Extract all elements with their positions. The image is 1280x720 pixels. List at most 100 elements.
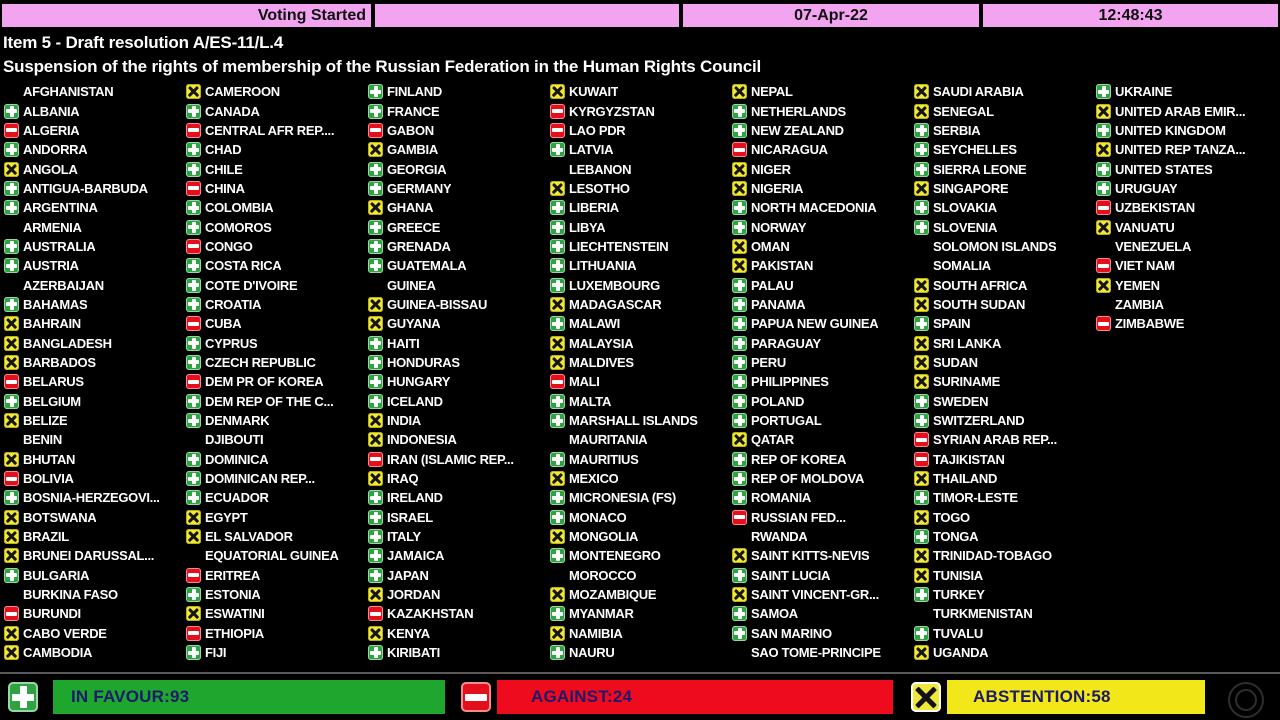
- country-name: LUXEMBOURG: [569, 277, 660, 293]
- vote-none-placeholder: [914, 258, 929, 273]
- vote-in-favour-icon: [550, 548, 565, 564]
- country-name: KENYA: [387, 625, 430, 641]
- vote-none-placeholder: [4, 432, 19, 447]
- country-name: ZIMBABWE: [1115, 316, 1185, 332]
- country-name: CAMBODIA: [23, 645, 93, 661]
- country-column-7: UKRAINE UNITED ARAB EMIR... UNITED KINGDOM…: [1096, 82, 1278, 662]
- country-row: BOLIVIA: [4, 469, 186, 488]
- country-row: GHANA: [368, 198, 550, 217]
- vote-in-favour-icon: [732, 200, 747, 216]
- vote-against-icon: [186, 374, 201, 390]
- vote-abstention-icon: [732, 587, 747, 603]
- country-name: GERMANY: [387, 180, 452, 196]
- vote-against-icon: [550, 122, 565, 138]
- country-row: TURKMENISTAN: [914, 604, 1096, 623]
- country-row: BARBADOS: [4, 353, 186, 372]
- country-row: FINLAND: [368, 82, 550, 101]
- country-name: MALI: [569, 374, 600, 390]
- country-row: UGANDA: [914, 643, 1096, 662]
- country-name: PERU: [751, 354, 786, 370]
- country-name: TOGO: [933, 509, 970, 525]
- vote-abstention-icon: [4, 645, 19, 661]
- country-row: IRAN (ISLAMIC REP...: [368, 450, 550, 469]
- vote-in-favour-icon: [550, 393, 565, 409]
- country-row: BULGARIA: [4, 566, 186, 585]
- vote-abstention-icon: [914, 103, 929, 119]
- vote-in-favour-icon: [914, 219, 929, 235]
- country-name: CANADA: [205, 103, 260, 119]
- country-row: SAUDI ARABIA: [914, 82, 1096, 101]
- vote-in-favour-icon: [4, 393, 19, 409]
- country-name: HUNGARY: [387, 374, 451, 390]
- country-name: BELGIUM: [23, 393, 81, 409]
- country-row: DEM PR OF KOREA: [186, 372, 368, 391]
- country-row: PAKISTAN: [732, 256, 914, 275]
- country-row: NORWAY: [732, 217, 914, 236]
- vote-in-favour-icon: [368, 219, 383, 235]
- vote-abstention-icon: [550, 180, 565, 196]
- country-name: UNITED ARAB EMIR...: [1115, 103, 1246, 119]
- country-row: SWEDEN: [914, 392, 1096, 411]
- country-row: LIECHTENSTEIN: [550, 237, 732, 256]
- country-name: BOTSWANA: [23, 509, 97, 525]
- country-row: PANAMA: [732, 295, 914, 314]
- country-name: SWITZERLAND: [933, 413, 1025, 429]
- vote-abstention-icon: [914, 645, 929, 661]
- vote-none-placeholder: [368, 278, 383, 293]
- country-name: ITALY: [387, 529, 421, 545]
- country-name: UGANDA: [933, 645, 989, 661]
- country-name: ARGENTINA: [23, 200, 98, 216]
- country-name: PALAU: [751, 277, 794, 293]
- country-row: BOTSWANA: [4, 508, 186, 527]
- country-row: GUINEA-BISSAU: [368, 295, 550, 314]
- country-name: LESOTHO: [569, 180, 630, 196]
- country-name: UZBEKISTAN: [1115, 200, 1195, 216]
- country-row: LAO PDR: [550, 121, 732, 140]
- country-row: SLOVENIA: [914, 217, 1096, 236]
- vote-abstention-icon: [914, 509, 929, 525]
- country-name: LEBANON: [569, 161, 632, 177]
- vote-abstention-icon: [368, 296, 383, 312]
- country-row: RWANDA: [732, 527, 914, 546]
- country-row: BHUTAN: [4, 450, 186, 469]
- vote-in-favour-icon: [732, 606, 747, 622]
- vote-abstention-icon: [1096, 142, 1111, 158]
- vote-in-favour-icon: [186, 200, 201, 216]
- country-row: BENIN: [4, 430, 186, 449]
- vote-in-favour-icon: [4, 258, 19, 274]
- country-row: CANADA: [186, 101, 368, 120]
- country-row: HUNGARY: [368, 372, 550, 391]
- vote-abstention-icon: [914, 277, 929, 293]
- country-row: SAINT VINCENT-GR...: [732, 585, 914, 604]
- vote-none-placeholder: [4, 84, 19, 99]
- country-name: IRAQ: [387, 471, 419, 487]
- country-name: TRINIDAD-TOBAGO: [933, 548, 1052, 564]
- country-row: NEPAL: [732, 82, 914, 101]
- country-name: BAHAMAS: [23, 296, 88, 312]
- country-row: SAINT KITTS-NEVIS: [732, 546, 914, 565]
- country-row: CHILE: [186, 159, 368, 178]
- country-name: CABO VERDE: [23, 625, 107, 641]
- vote-abstention-icon: [550, 84, 565, 100]
- country-name: SOMALIA: [933, 258, 991, 274]
- country-row: SENEGAL: [914, 101, 1096, 120]
- country-row: MAURITANIA: [550, 430, 732, 449]
- vote-in-favour-icon: [914, 587, 929, 603]
- country-row: SAMOA: [732, 604, 914, 623]
- country-name: MALAWI: [569, 316, 620, 332]
- country-name: CAMEROON: [205, 84, 280, 100]
- country-name: LITHUANIA: [569, 258, 637, 274]
- vote-totals-bar: IN FAVOUR:93 AGAINST:24 ABSTENTION:58: [0, 679, 1280, 715]
- country-row: GABON: [368, 121, 550, 140]
- country-name: MARSHALL ISLANDS: [569, 413, 698, 429]
- country-row: CHINA: [186, 179, 368, 198]
- vote-in-favour-icon: [732, 471, 747, 487]
- country-name: SAINT KITTS-NEVIS: [751, 548, 870, 564]
- vote-in-favour-icon: [914, 413, 929, 429]
- country-row: MALTA: [550, 392, 732, 411]
- country-row: JAMAICA: [368, 546, 550, 565]
- country-row: EL SALVADOR: [186, 527, 368, 546]
- country-name: YEMEN: [1115, 277, 1160, 293]
- country-name: NEW ZEALAND: [751, 122, 844, 138]
- country-name: INDONESIA: [387, 432, 457, 448]
